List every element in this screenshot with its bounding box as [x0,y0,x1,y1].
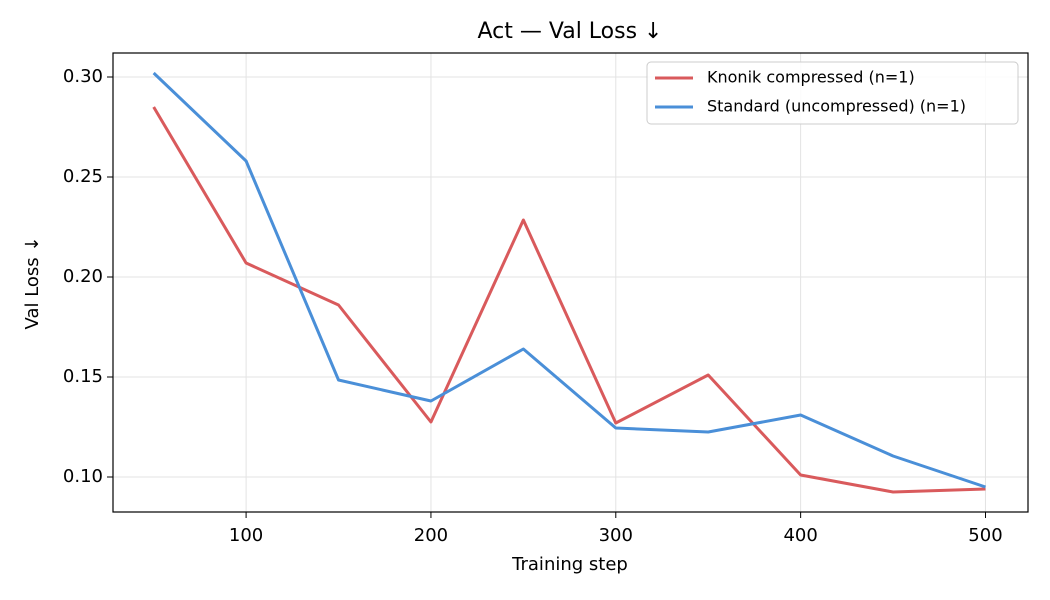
y-tick-label: 0.20 [63,266,103,287]
y-tick-label: 0.25 [63,166,103,187]
y-tick-label: 0.30 [63,66,103,87]
legend-box [646,61,1019,125]
x-tick-label: 100 [229,525,263,546]
legend-label: Standard (uncompressed) (n=1) [707,97,966,116]
chart-title: Act — Val Loss ↓ [478,19,663,44]
x-tick-label: 300 [599,525,633,546]
y-axis-label: Val Loss ↓ [22,237,43,330]
x-tick-label: 200 [414,525,448,546]
x-axis-label: Training step [511,554,628,575]
plot-frame [112,52,1029,513]
x-tick-label: 500 [968,525,1002,546]
legend-label: Knonik compressed (n=1) [707,68,915,87]
series-line [152,71,986,489]
series-line [152,106,986,494]
y-tick-label: 0.10 [63,466,103,487]
y-tick-label: 0.15 [63,366,103,387]
x-tick-label: 400 [783,525,817,546]
